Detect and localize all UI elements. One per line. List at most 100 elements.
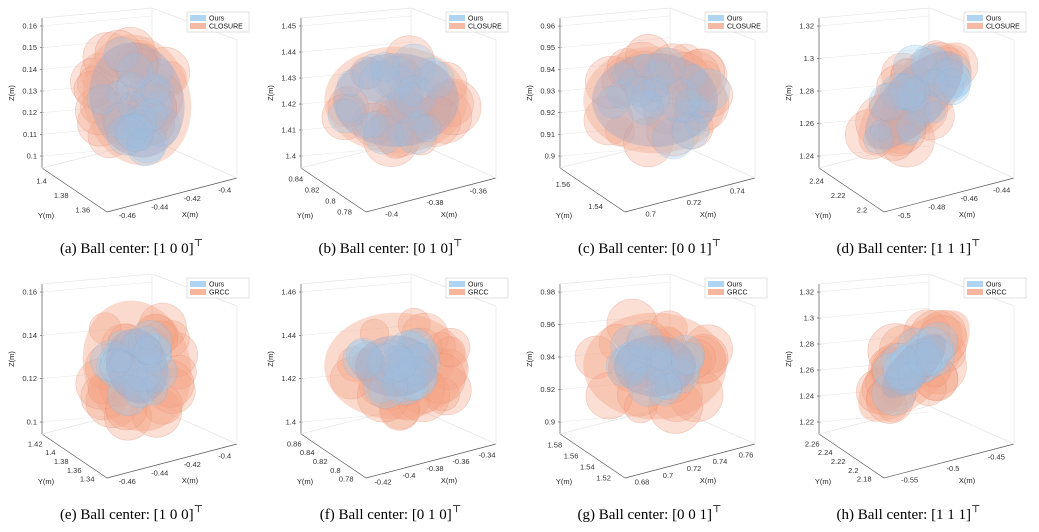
axes-box bbox=[817, 273, 1015, 479]
z-tick-label: 0.9 bbox=[545, 152, 555, 161]
ours-ellipsoid bbox=[342, 328, 441, 409]
plot3d-h: 1.321.31.281.261.241.22Z(m)2.262.242.222… bbox=[784, 273, 1027, 486]
z-axis-label: Z(m) bbox=[7, 351, 16, 367]
x-tick-label: -0.4 bbox=[218, 185, 231, 194]
y-axis-label: Y(m) bbox=[815, 211, 832, 220]
y-tick-label: 1.56 bbox=[564, 452, 579, 461]
legend-baseline: GRCC bbox=[986, 290, 1007, 297]
y-axis-label: Y(m) bbox=[38, 477, 55, 486]
y-tick-label: 2.24 bbox=[818, 448, 833, 457]
baseline-ellipsoid bbox=[583, 33, 733, 168]
y-tick-label: 2.22 bbox=[831, 191, 846, 200]
y-tick-label: 2.26 bbox=[805, 439, 820, 448]
x-tick-label: -0.4 bbox=[403, 471, 416, 480]
z-tick-label: 0.1 bbox=[27, 418, 37, 427]
z-axis-label: Z(m) bbox=[784, 351, 793, 367]
z-tick-label: 0.15 bbox=[22, 43, 37, 52]
transpose-symbol: ⊤ bbox=[193, 238, 204, 249]
axes-box bbox=[558, 7, 756, 213]
subfigure-e: 0.16 0.14 0.12 0.1 Z(m) 1.42 1.4 1.38 1.36 1.34 Y(… bbox=[2, 266, 261, 532]
z-tick-label: 1.3 bbox=[804, 314, 814, 323]
y-tick-label: 0.8 bbox=[325, 197, 335, 206]
x-tick-label: 0.74 bbox=[730, 187, 745, 196]
legend-ours: Ours bbox=[468, 16, 484, 23]
x-tick-label: -0.36 bbox=[452, 457, 469, 466]
ours-ellipsoid bbox=[605, 323, 705, 407]
legend-ours: Ours bbox=[727, 16, 743, 23]
x-tick-label: -0.44 bbox=[993, 185, 1010, 194]
z-tick-label: 0.94 bbox=[540, 65, 555, 74]
legend-ours: Ours bbox=[209, 16, 225, 23]
transpose-symbol: ⊤ bbox=[971, 238, 981, 249]
z-tick-label: 1.41 bbox=[281, 126, 296, 135]
subfigure-g: 0.98 0.96 0.94 0.92 0.9 Z(m) 1.58 1.56 1.54 1.52 Y… bbox=[520, 266, 779, 532]
y-axis-label: Y(m) bbox=[38, 211, 55, 220]
x-tick-label: 0.72 bbox=[687, 198, 702, 207]
x-tick-label: -0.34 bbox=[478, 450, 495, 459]
legend-ours: Ours bbox=[986, 282, 1002, 289]
z-tick-label: 0.12 bbox=[22, 374, 37, 383]
subfigure-f: 1.46 1.44 1.42 1.4 Z(m) 0.86 0.84 0.82 0.8 0.78 Y(… bbox=[261, 266, 520, 532]
y-axis-label: Y(m) bbox=[556, 477, 573, 486]
caption-vector: [1 1 1] bbox=[931, 241, 972, 257]
x-axis-label: X(m) bbox=[182, 210, 199, 219]
z-tick-label: 1.26 bbox=[799, 119, 814, 128]
z-tick-label: 1.4 bbox=[286, 418, 296, 427]
caption-b: (b) Ball center: [0 1 0]⊤ bbox=[261, 238, 520, 258]
caption-vector: [0 1 0] bbox=[413, 241, 454, 257]
x-tick-label: -0.46 bbox=[119, 477, 136, 486]
z-axis-label: Z(m) bbox=[7, 85, 16, 101]
z-axis-label: Z(m) bbox=[784, 85, 793, 101]
z-axis-label: Z(m) bbox=[525, 85, 534, 101]
subfigure-b: 1.45 1.44 1.43 1.42 1.41 1.4 Z(m) 0.84 0.82 0.8 0.… bbox=[261, 0, 520, 266]
caption-text: (g) Ball center: bbox=[577, 507, 673, 523]
plot3d-b: 1.45 1.44 1.43 1.42 1.41 1.4 Z(m) 0.840.82 0.80.… bbox=[266, 7, 509, 220]
z-tick-label: 1.32 bbox=[799, 22, 814, 31]
x-tick-label: -0.42 bbox=[374, 478, 391, 487]
x-tick-label: 0.74 bbox=[713, 457, 728, 466]
x-tick-label: -0.46 bbox=[961, 194, 978, 203]
z-tick-label: 1.44 bbox=[281, 331, 296, 340]
y-tick-label: 1.54 bbox=[588, 202, 603, 211]
z-tick-label: 1.44 bbox=[281, 48, 296, 57]
caption-text: (c) Ball center: bbox=[577, 241, 672, 257]
plot3d-f: 1.46 1.44 1.42 1.4 Z(m) 0.860.840.820.80.78 Y(… bbox=[266, 273, 509, 487]
z-axis-label: Z(m) bbox=[525, 351, 534, 367]
transpose-symbol: ⊤ bbox=[712, 504, 722, 515]
baseline-ellipsoid bbox=[321, 35, 482, 167]
axes-box bbox=[40, 7, 238, 213]
transpose-symbol: ⊤ bbox=[193, 504, 204, 515]
y-tick-label: 1.36 bbox=[67, 466, 82, 475]
plot3d-d: 1.32 1.3 1.28 1.26 1.24 Z(m) 2.24 2.22 2.2 Y(m) -0… bbox=[784, 7, 1027, 220]
caption-text: (h) Ball center: bbox=[836, 507, 932, 523]
z-tick-label: 0.92 bbox=[540, 108, 555, 117]
x-axis-label: X(m) bbox=[700, 476, 717, 485]
plot3d-g: 0.98 0.96 0.94 0.92 0.9 Z(m) 1.581.561.541.52 Y… bbox=[525, 273, 768, 487]
plot3d-e: 0.16 0.14 0.12 0.1 Z(m) 1.421.41.381.361.34 Y(… bbox=[7, 273, 250, 486]
x-tick-label: -0.44 bbox=[151, 202, 168, 211]
x-tick-label: -0.38 bbox=[426, 464, 443, 473]
baseline-ellipsoid bbox=[845, 40, 979, 168]
legend-ours: Ours bbox=[986, 16, 1002, 23]
y-tick-label: 2.18 bbox=[857, 475, 872, 484]
x-tick-label: -0.4 bbox=[218, 451, 231, 460]
z-tick-label: 0.93 bbox=[540, 87, 555, 96]
x-tick-label: -0.5 bbox=[947, 464, 960, 473]
baseline-ellipsoid bbox=[855, 309, 970, 424]
z-tick-label: 1.42 bbox=[281, 374, 296, 383]
z-tick-label: 1.4 bbox=[286, 152, 296, 161]
x-tick-label: 0.7 bbox=[663, 471, 673, 480]
ours-ellipsoid bbox=[871, 322, 959, 416]
legend-ours: Ours bbox=[468, 282, 484, 289]
legend-baseline: GRCC bbox=[209, 290, 230, 297]
ours-ellipsoid bbox=[863, 44, 972, 154]
x-tick-label: 0.68 bbox=[635, 478, 650, 487]
z-tick-label: 1.24 bbox=[799, 152, 814, 161]
z-axis-label: Z(m) bbox=[266, 85, 275, 101]
legend-baseline: CLOSURE bbox=[209, 24, 243, 31]
y-tick-label: 1.4 bbox=[36, 176, 46, 185]
